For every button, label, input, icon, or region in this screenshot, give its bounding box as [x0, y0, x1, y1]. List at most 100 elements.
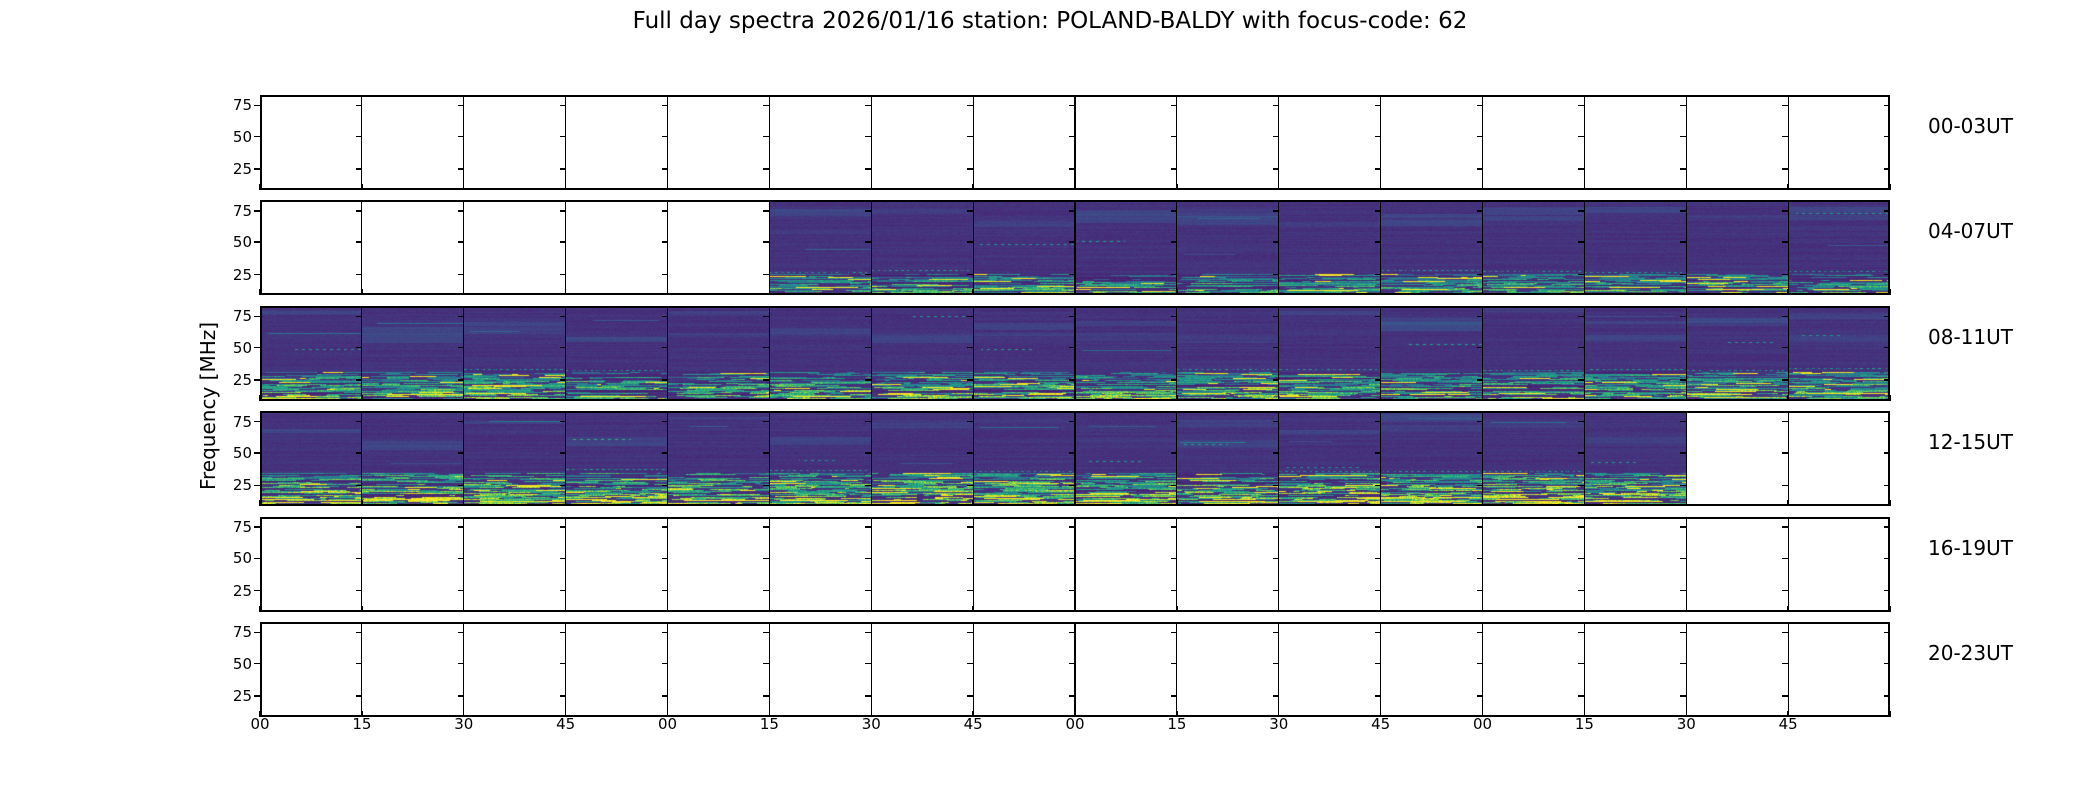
- y-tick-mark: [355, 315, 362, 317]
- left-spine: [260, 95, 262, 190]
- row-time-label: 16-19UT: [1928, 535, 2013, 560]
- y-tick-mark: [1272, 104, 1279, 107]
- cell-divider: [1074, 305, 1076, 401]
- y-tick-mark: [967, 315, 974, 317]
- cell-divider: [565, 411, 567, 507]
- cell-divider: [361, 622, 363, 717]
- cell-divider: [463, 305, 465, 401]
- x-tick-mark: [1176, 500, 1178, 507]
- y-tick-mark: [1782, 557, 1789, 560]
- cell-divider: [1176, 305, 1178, 401]
- cell-divider: [666, 411, 669, 507]
- cell-divider: [1787, 516, 1789, 612]
- x-tick-mark: [972, 605, 974, 612]
- x-tick-mark: [1583, 184, 1586, 190]
- x-tick-mark: [564, 289, 567, 296]
- cell-divider: [1278, 516, 1280, 612]
- y-tick-mark: [559, 631, 566, 634]
- y-tick-mark: [559, 210, 566, 212]
- x-tick-mark: [870, 500, 872, 507]
- y-tick-mark: [355, 136, 362, 138]
- cell-divider: [1787, 95, 1789, 190]
- y-tick-mark: [1782, 104, 1789, 107]
- spectrogram-cell: [973, 411, 1075, 507]
- y-tick-label: 75: [232, 201, 252, 220]
- y-tick-mark: [763, 695, 770, 697]
- x-tick-mark: [1278, 500, 1280, 507]
- cell-divider: [565, 95, 567, 190]
- cell-divider: [666, 200, 669, 296]
- y-tick-mark: [1782, 663, 1789, 665]
- cell-divider: [361, 200, 363, 296]
- cell-divider: [1176, 200, 1178, 296]
- y-tick-mark: [254, 379, 260, 381]
- y-tick-mark: [457, 346, 464, 349]
- y-tick-mark: [1782, 346, 1789, 349]
- y-tick-mark: [1374, 168, 1381, 170]
- cell-divider: [1685, 516, 1687, 612]
- x-tick-mark: [1685, 500, 1687, 507]
- y-tick-mark: [661, 241, 668, 243]
- y-tick-mark: [1578, 241, 1585, 243]
- y-tick-mark: [1884, 663, 1890, 665]
- y-tick-mark: [661, 104, 668, 107]
- spectrogram-cell: [361, 305, 464, 401]
- x-tick-mark: [972, 184, 974, 190]
- y-tick-mark: [1170, 273, 1177, 276]
- y-tick-mark: [1884, 273, 1890, 276]
- y-tick-mark: [1884, 210, 1890, 212]
- y-tick-mark: [865, 273, 872, 276]
- cell-divider: [1787, 200, 1789, 296]
- y-tick-mark: [559, 273, 566, 276]
- cell-divider: [1583, 95, 1585, 190]
- y-tick-mark: [1680, 168, 1687, 170]
- y-tick-mark: [1476, 346, 1483, 349]
- cell-divider: [1278, 305, 1280, 401]
- y-tick-label: 75: [232, 96, 252, 115]
- y-tick-label: 50: [232, 127, 252, 146]
- cell-divider: [1787, 305, 1789, 401]
- row-time-label: 12-15UT: [1928, 430, 2013, 455]
- y-tick-mark: [1884, 452, 1890, 454]
- spectra-row-4: [254, 516, 1891, 612]
- y-tick-mark: [967, 663, 974, 665]
- x-tick-mark: [1278, 184, 1280, 190]
- y-tick-mark: [763, 557, 770, 560]
- spectrogram-cell: [1482, 305, 1585, 401]
- y-tick-mark: [967, 695, 974, 697]
- spectrogram-cell: [1176, 200, 1279, 296]
- y-tick-mark: [1272, 346, 1279, 349]
- spectrogram-cell: [463, 305, 566, 401]
- y-tick-label: 50: [232, 444, 252, 462]
- spectrogram-cell: [1788, 305, 1890, 401]
- spectrogram-cell: [973, 305, 1075, 401]
- bottom-spine: [260, 609, 1890, 612]
- y-tick-mark: [661, 168, 668, 170]
- y-tick-mark: [457, 589, 464, 592]
- spectrogram-cell: [260, 411, 362, 507]
- y-tick-mark: [1374, 104, 1381, 107]
- y-tick-mark: [1170, 210, 1177, 212]
- spectrogram-cell: [565, 411, 668, 507]
- y-tick-mark: [1272, 663, 1279, 665]
- y-tick-mark: [457, 241, 464, 243]
- bottom-spine: [260, 398, 1890, 401]
- y-tick-mark: [559, 452, 566, 454]
- y-tick-mark: [763, 273, 770, 276]
- y-tick-mark: [1272, 273, 1279, 276]
- y-tick-mark: [1069, 557, 1075, 560]
- x-tick-mark: [463, 394, 465, 401]
- y-tick-mark: [865, 526, 872, 528]
- x-tick-mark: [1583, 711, 1586, 717]
- y-tick-mark: [457, 484, 464, 486]
- x-tick-mark: [1074, 289, 1076, 296]
- y-tick-mark: [1069, 210, 1075, 212]
- y-tick-mark: [763, 241, 770, 243]
- y-tick-mark: [865, 315, 872, 317]
- x-tick-mark: [1278, 605, 1280, 612]
- spectrogram-cell: [1176, 411, 1279, 507]
- x-tick-label: 45: [1778, 715, 1798, 733]
- y-tick-mark: [254, 104, 260, 107]
- y-tick-mark: [865, 136, 872, 138]
